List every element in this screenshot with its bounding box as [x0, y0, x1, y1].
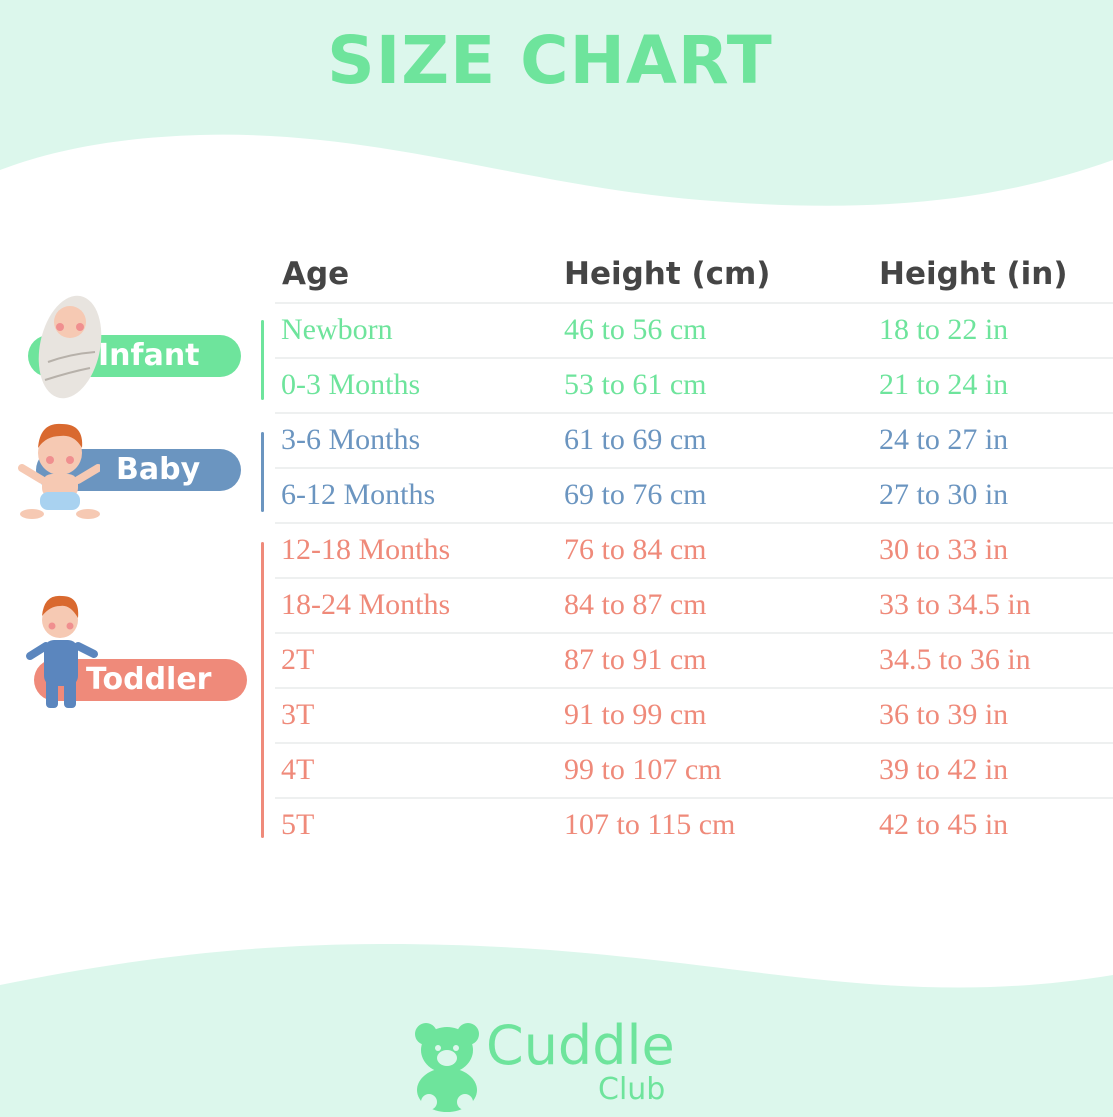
height-in-cell: 21 to 24 in [879, 368, 1009, 401]
swaddled-baby-icon [38, 295, 102, 399]
logo-line2: Club [598, 1072, 666, 1107]
header-height-cm: Height (cm) [564, 256, 771, 292]
sitting-baby-icon [18, 423, 100, 519]
header-age: Age [282, 256, 350, 292]
age-cell: 5T [281, 808, 315, 841]
age-cell: 3T [281, 698, 315, 731]
height-cm-cell: 99 to 107 cm [564, 753, 722, 786]
height-cm-cell: 46 to 56 cm [564, 313, 707, 346]
table-row: Newborn 46 to 56 cm 18 to 22 in [275, 302, 1113, 359]
height-in-cell: 24 to 27 in [879, 423, 1009, 456]
height-in-cell: 30 to 33 in [879, 533, 1009, 566]
table-row: 3-6 Months 61 to 69 cm 24 to 27 in [275, 412, 1113, 469]
page-title: SIZE CHART [327, 22, 773, 99]
height-cm-cell: 84 to 87 cm [564, 588, 707, 621]
table-row: 2T 87 to 91 cm 34.5 to 36 in [275, 632, 1113, 689]
height-cm-cell: 91 to 99 cm [564, 698, 707, 731]
age-cell: 4T [281, 753, 315, 786]
age-cell: Newborn [281, 313, 393, 346]
height-cm-cell: 61 to 69 cm [564, 423, 707, 456]
table-row: 4T 99 to 107 cm 39 to 42 in [275, 742, 1113, 799]
age-cell: 18-24 Months [281, 588, 451, 621]
teddy-bear-icon [415, 1023, 479, 1112]
height-in-cell: 39 to 42 in [879, 753, 1009, 786]
height-cm-cell: 87 to 91 cm [564, 643, 707, 676]
table-row: 3T 91 to 99 cm 36 to 39 in [275, 687, 1113, 744]
age-cell: 3-6 Months [281, 423, 421, 456]
height-in-cell: 36 to 39 in [879, 698, 1009, 731]
height-in-cell: 18 to 22 in [879, 313, 1009, 346]
logo-line1: Cuddle [486, 1014, 675, 1077]
height-in-cell: 27 to 30 in [879, 478, 1009, 511]
cuddle-club-logo: Cuddle Club [412, 1014, 675, 1116]
age-cell: 12-18 Months [281, 533, 451, 566]
table-row: 0-3 Months 53 to 61 cm 21 to 24 in [275, 357, 1113, 414]
age-cell: 2T [281, 643, 315, 676]
height-cm-cell: 107 to 115 cm [564, 808, 736, 841]
table-row: 18-24 Months 84 to 87 cm 33 to 34.5 in [275, 577, 1113, 634]
infant-bracket [261, 320, 264, 400]
height-in-cell: 42 to 45 in [879, 808, 1009, 841]
toddler-bracket [261, 542, 264, 838]
age-cell: 0-3 Months [281, 368, 421, 401]
table-row: 12-18 Months 76 to 84 cm 30 to 33 in [275, 522, 1113, 579]
baby-bracket [261, 432, 264, 512]
standing-toddler-icon [26, 595, 98, 708]
header-height-in: Height (in) [879, 256, 1068, 292]
height-in-cell: 33 to 34.5 in [879, 588, 1031, 621]
height-cm-cell: 69 to 76 cm [564, 478, 707, 511]
height-cm-cell: 76 to 84 cm [564, 533, 707, 566]
table-row: 6-12 Months 69 to 76 cm 27 to 30 in [275, 467, 1113, 524]
height-in-cell: 34.5 to 36 in [879, 643, 1031, 676]
table-row: 5T 107 to 115 cm 42 to 45 in [275, 797, 1113, 854]
height-cm-cell: 53 to 61 cm [564, 368, 707, 401]
age-cell: 6-12 Months [281, 478, 436, 511]
